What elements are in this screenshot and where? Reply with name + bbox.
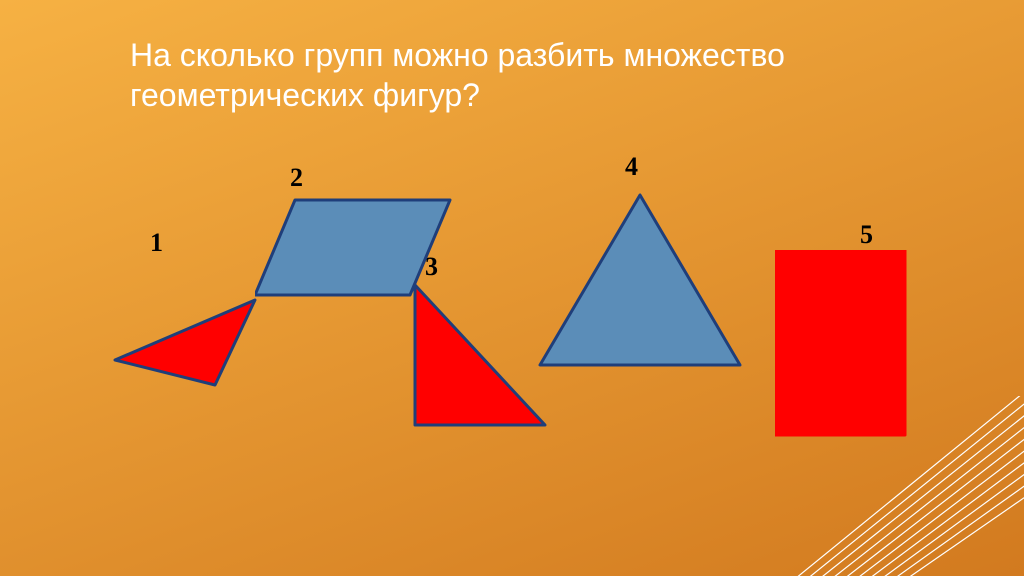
slide-title: На сколько групп можно разбить множество… xyxy=(130,35,930,115)
triangle-4 xyxy=(535,190,750,375)
triangle-3 xyxy=(395,280,555,435)
triangle-1 xyxy=(105,250,265,400)
shape-label-5: 5 xyxy=(860,220,873,250)
slide: На сколько групп можно разбить множество… xyxy=(0,0,1024,576)
rectangle-5 xyxy=(775,250,910,440)
shape-label-4: 4 xyxy=(625,152,638,182)
shape-label-2: 2 xyxy=(290,163,303,193)
